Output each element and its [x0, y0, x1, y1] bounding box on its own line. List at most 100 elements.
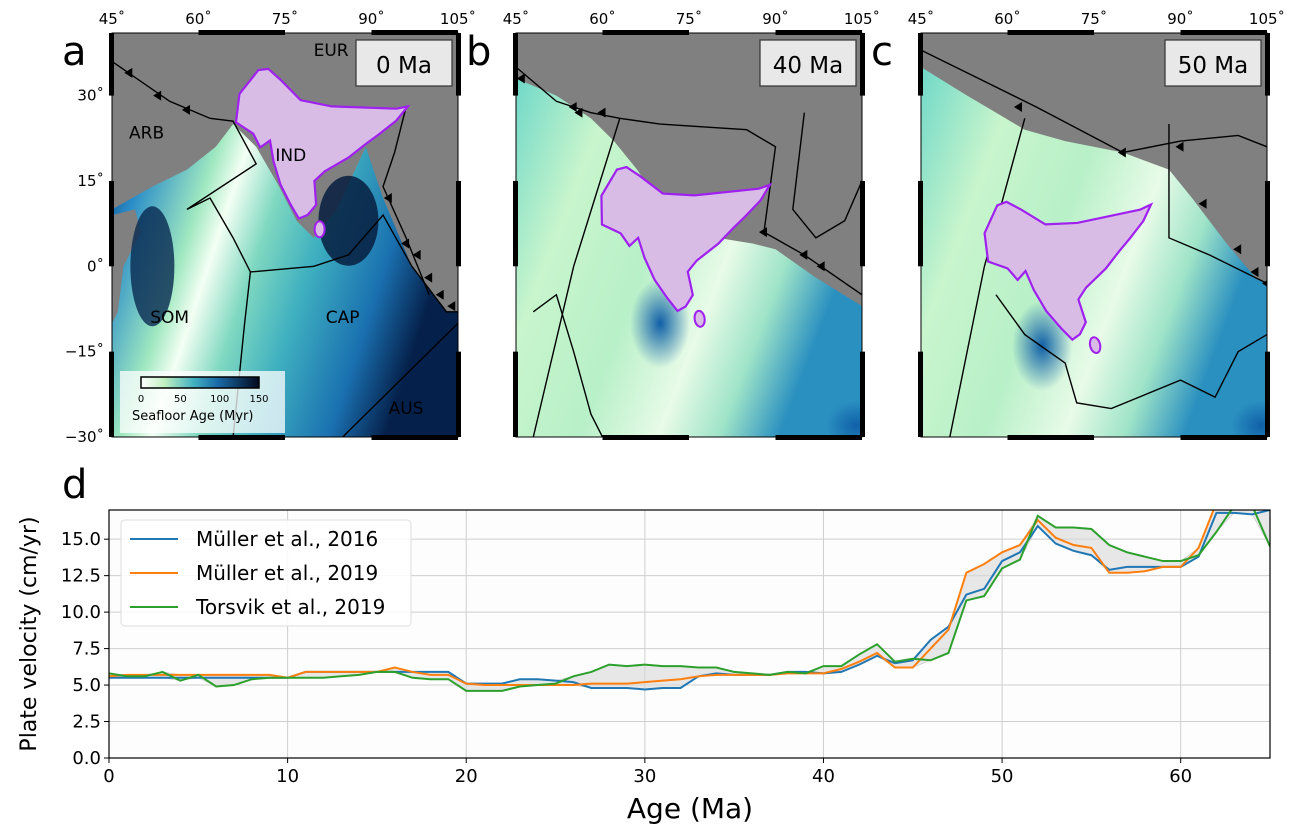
chart-series: [109, 510, 1270, 692]
plate-boundary: [792, 112, 862, 239]
y-tick-label: 0.0: [72, 748, 101, 769]
subduction-tooth: [401, 238, 410, 249]
subduction-tooth: [447, 301, 456, 312]
age-label-box: [355, 39, 453, 87]
x-tick-label: 10: [276, 766, 299, 787]
subduction-tooth: [516, 73, 525, 84]
y-tick-label: 15.0: [61, 529, 101, 550]
colorbar-tick-label: 50: [174, 394, 187, 405]
map-panel-c: 45˚ 60˚ 75˚ 90˚ 105˚ 50 Ma c: [871, 10, 1285, 440]
age-label: 0 Ma: [376, 53, 432, 79]
lon-tick-label: 60˚: [185, 10, 212, 28]
lon-tick-label: 105˚: [1249, 10, 1285, 28]
plate-boundary: [949, 118, 1026, 437]
x-tick-label: 30: [633, 766, 656, 787]
maps-figure: 45˚ 60˚ 75˚ 90˚ 105˚ 30˚ 15˚ 0˚ −15˚ −30˚ 0 Ma a EUR…: [62, 10, 1285, 446]
colorbar-gradient: [140, 376, 260, 389]
lon-tick-label: 105˚: [844, 10, 880, 28]
subduction-tooth: [383, 193, 392, 204]
plate-boundary: [1168, 124, 1267, 284]
y-tick-label: 12.5: [61, 566, 101, 587]
map-panel-b: 45˚ 60˚ 75˚ 90˚ 105˚ 40 Ma b: [466, 10, 880, 440]
series-line-1: [109, 510, 1215, 687]
series-line-2: [109, 510, 1270, 692]
lat-tick-label: −15˚: [65, 343, 104, 361]
lat-tick-label: 0˚: [87, 257, 104, 275]
subduction-tooth: [1233, 244, 1242, 255]
legend-label: Müller et al., 2019: [196, 561, 378, 585]
deep-seafloor: [826, 400, 862, 437]
lat-tick-label: −30˚: [65, 428, 104, 446]
subduction-tooth: [1250, 266, 1259, 277]
y-axis-label: Plate velocity (cm/yr): [17, 516, 42, 751]
age-label-box: [1164, 39, 1262, 87]
plate-label: AUS: [389, 399, 424, 419]
seafloor-age-colorbar: 0 50 100 150 Seafloor Age (Myr): [120, 371, 285, 433]
subduction-tooth: [124, 67, 133, 78]
subduction-tooth: [1262, 280, 1267, 287]
x-tick-label: 50: [991, 766, 1014, 787]
plate-label: IND: [275, 146, 306, 166]
subduction-tooth: [412, 249, 421, 260]
x-axis-label: Age (Ma): [627, 792, 753, 825]
subduction-tooth: [424, 272, 433, 283]
colorbar-tick-label: 100: [210, 394, 229, 405]
plate-boundary: [342, 322, 458, 437]
india-plate: [983, 200, 1154, 342]
plate-label: SOM: [150, 308, 189, 328]
y-tick-label: 2.5: [72, 712, 101, 733]
lon-tick-label: 90˚: [1167, 10, 1194, 28]
map-panel-letter: a: [62, 29, 87, 75]
subduction-tooth: [799, 249, 808, 260]
x-tick-label: 60: [1169, 766, 1192, 787]
lon-tick-label: 75˚: [1081, 10, 1108, 28]
x-tick-label: 0: [103, 766, 114, 787]
lon-tick-label: 90˚: [358, 10, 385, 28]
subduction-tooth: [153, 90, 162, 101]
age-label: 40 Ma: [773, 53, 844, 79]
sri-lanka: [693, 309, 706, 328]
legend-label: Torsvik et al., 2019: [195, 595, 385, 619]
subduction-tooth: [181, 104, 190, 115]
deep-seafloor: [1231, 400, 1267, 437]
lon-tick-label: 60˚: [589, 10, 616, 28]
y-tick-label: 7.5: [72, 639, 101, 660]
map-panel-letter: b: [466, 29, 491, 75]
subduction-tooth: [1198, 198, 1207, 209]
lon-tick-label: 45˚: [503, 10, 530, 28]
india-plate: [600, 165, 773, 313]
lon-tick-label: 75˚: [676, 10, 703, 28]
plate-label: EUR: [314, 41, 349, 61]
map-panel-letter: c: [871, 29, 893, 75]
sri-lanka: [313, 220, 326, 239]
subduction-tooth: [816, 261, 825, 272]
subduction-tooth: [1117, 147, 1126, 158]
india-plate: [234, 67, 411, 220]
lon-tick-label: 45˚: [99, 10, 126, 28]
subduction-tooth: [435, 289, 444, 300]
plate-label: CAP: [326, 308, 360, 328]
colorbar-label: Seafloor Age (Myr): [132, 409, 253, 424]
lon-tick-label: 105˚: [440, 10, 476, 28]
subduction-tooth: [1014, 101, 1023, 112]
lat-tick-label: 30˚: [77, 87, 104, 105]
subduction-tooth: [758, 227, 767, 238]
deep-seafloor: [130, 206, 175, 327]
age-label: 50 Ma: [1178, 53, 1249, 79]
plate-boundary: [382, 106, 430, 296]
map-panel-a: 45˚ 60˚ 75˚ 90˚ 105˚ 30˚ 15˚ 0˚ −15˚ −30˚ 0 Ma a EUR…: [62, 10, 476, 446]
lon-tick-label: 60˚: [994, 10, 1021, 28]
sri-lanka: [1088, 336, 1102, 354]
subduction-tooth: [597, 107, 606, 118]
y-tick-label: 10.0: [61, 602, 101, 623]
lon-tick-label: 90˚: [762, 10, 789, 28]
chart-panel-letter: d: [62, 462, 87, 508]
legend-label: Müller et al., 2016: [196, 527, 378, 551]
y-tick-label: 5.0: [72, 675, 101, 696]
deep-seafloor: [318, 175, 379, 266]
chart-frame: [108, 509, 1271, 759]
colorbar-tick-label: 150: [249, 394, 268, 405]
x-tick-label: 40: [812, 766, 835, 787]
lon-tick-label: 45˚: [908, 10, 935, 28]
